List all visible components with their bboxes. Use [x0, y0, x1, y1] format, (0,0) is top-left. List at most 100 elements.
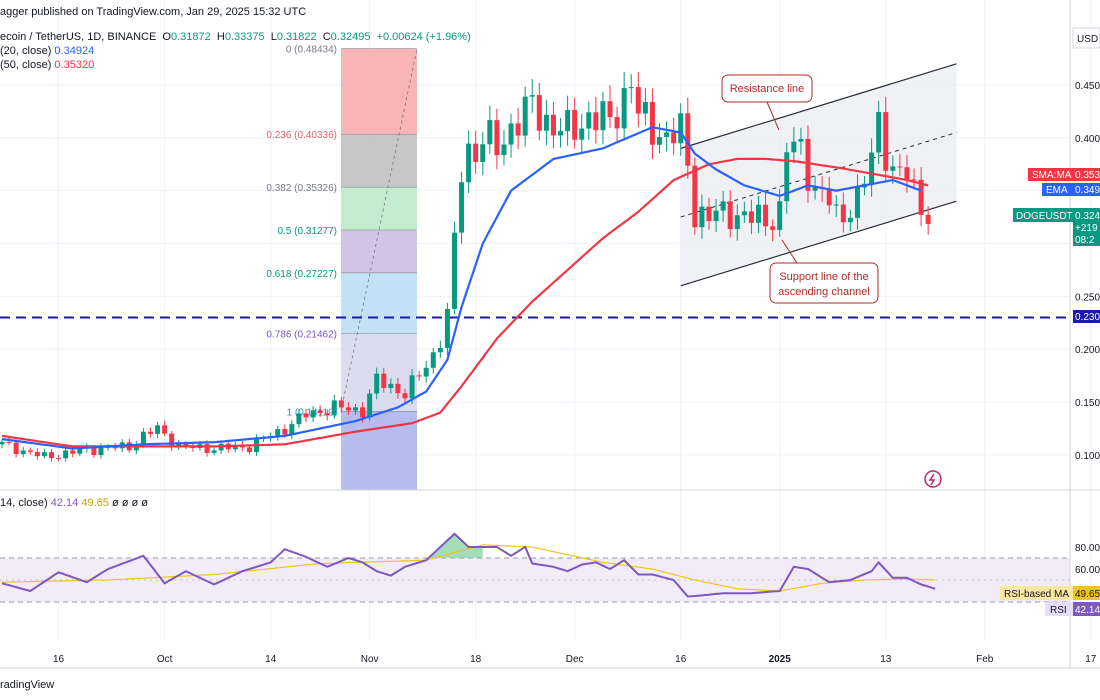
candle-body: [140, 431, 146, 445]
candle-body: [473, 143, 479, 162]
time-tick-label: Feb: [976, 654, 994, 665]
candle-body: [162, 425, 168, 434]
candle-body: [628, 87, 634, 89]
candle-body: [607, 101, 613, 118]
support-line: [680, 200, 957, 287]
candle-body: [112, 446, 118, 449]
candle-body: [232, 444, 238, 450]
rsi-tick-label: 60.00: [1075, 565, 1100, 576]
candle-body: [0, 442, 5, 445]
candle-body: [353, 407, 358, 411]
candle-body: [840, 204, 846, 223]
candle-body: [147, 431, 153, 434]
fibonacci-retracement[interactable]: 0 (0.48434) 0.236 (0.40336) 0.382 (0.35326…: [266, 45, 418, 490]
candle-body: [692, 165, 698, 228]
fib-level-label: 0.618 (0.27227): [266, 269, 337, 280]
candle-body: [550, 114, 556, 136]
candle-body: [522, 96, 528, 136]
candle-body: [741, 211, 747, 216]
candle-body: [600, 101, 606, 131]
sma-legend-value: 0.35320: [54, 59, 95, 71]
rsi-ma-legend-value: 49.65: [81, 497, 109, 509]
candle-body: [529, 95, 535, 97]
candle-body: [381, 373, 387, 388]
candle-body: [20, 450, 26, 455]
price-tick-label: 0.250: [1075, 292, 1100, 303]
candle-body: [367, 393, 373, 418]
candle-body: [671, 132, 677, 144]
fib-zone: [341, 48, 417, 135]
price-badge-value: 0.324: [1075, 211, 1100, 222]
candle-body: [296, 413, 302, 425]
candle-body: [34, 451, 40, 457]
rsi-tick-label: 80.00: [1075, 543, 1100, 554]
ema20-line: [1, 126, 922, 450]
candle-body: [41, 452, 47, 457]
flash-icon[interactable]: [924, 470, 942, 488]
candle-body: [664, 132, 670, 138]
price-tick-label: 0.100: [1075, 451, 1100, 462]
ema-legend-value: 0.34924: [54, 45, 95, 57]
level-badge: 0.230: [1075, 312, 1100, 323]
support-annotation[interactable]: Support line of the ascending channel: [769, 239, 879, 304]
candle-body: [876, 112, 882, 153]
time-tick-label: Nov: [361, 654, 379, 665]
price-badge-change: +219: [1075, 223, 1098, 234]
candle-body: [572, 110, 578, 140]
candle-body: [918, 179, 924, 215]
price-tick-label: 0.150: [1075, 398, 1100, 409]
candle-body: [310, 410, 316, 418]
fib-zone: [341, 230, 417, 273]
time-tick-label: 16: [675, 654, 687, 665]
fib-level-label: 0.236 (0.40336): [266, 130, 337, 141]
open-value: 0.31872: [171, 31, 211, 43]
candle-body: [459, 182, 465, 233]
fib-trend-line: [340, 48, 418, 412]
candle-body: [543, 114, 549, 131]
candle-body: [904, 167, 910, 180]
candle-body: [826, 188, 832, 206]
candle-body: [791, 141, 797, 153]
candle-body: [586, 112, 592, 129]
candle-body: [282, 429, 288, 435]
candle-body: [614, 117, 620, 129]
candle-body: [621, 88, 627, 129]
candle-body: [275, 429, 281, 437]
time-tick-label: Oct: [157, 654, 173, 665]
time-tick-label: 17: [1085, 654, 1097, 665]
fib-level-label: 0.5 (0.31277): [278, 226, 338, 237]
grid: [0, 0, 1092, 640]
close-value: 0.32495: [330, 31, 371, 43]
price-tick-label: 0.450: [1075, 81, 1100, 92]
rsi-overbought-fill: [426, 533, 483, 558]
resistance-line: [680, 63, 957, 149]
sma-legend[interactable]: (50, close) 0.35320: [0, 59, 95, 71]
fib-level-label: 0.382 (0.35326): [266, 183, 337, 194]
candle-body: [508, 123, 514, 145]
rsi-badge-value: 42.14: [1075, 605, 1100, 616]
candle-body: [805, 139, 811, 191]
candle-body: [56, 458, 62, 460]
candle-body: [6, 442, 12, 444]
rsi-pane[interactable]: [0, 489, 1100, 603]
candle-body: [579, 128, 585, 140]
resistance-label: Resistance line: [730, 83, 805, 95]
candle-body: [211, 450, 217, 453]
channel-midline: [680, 132, 957, 218]
candle-body: [558, 131, 564, 136]
candle-body: [27, 450, 33, 452]
candle-body: [169, 433, 175, 447]
candle-body: [706, 206, 712, 222]
rsi-legend[interactable]: 14, close) 42.14 49.65 ø ø ø ø: [0, 497, 148, 509]
resistance-annotation[interactable]: Resistance line: [721, 74, 813, 131]
candle-body: [409, 375, 415, 399]
ema-legend[interactable]: (20, close) 0.34924: [0, 45, 95, 57]
support-label-line2: ascending channel: [778, 286, 870, 298]
published-line: agger published on TradingView.com, Jan …: [0, 6, 307, 18]
price-tick-label: 0.200: [1075, 345, 1100, 356]
price-badge-time: 08:2: [1075, 235, 1095, 246]
candle-body: [854, 187, 860, 218]
candle-body: [63, 450, 69, 459]
candle-body: [536, 95, 542, 131]
